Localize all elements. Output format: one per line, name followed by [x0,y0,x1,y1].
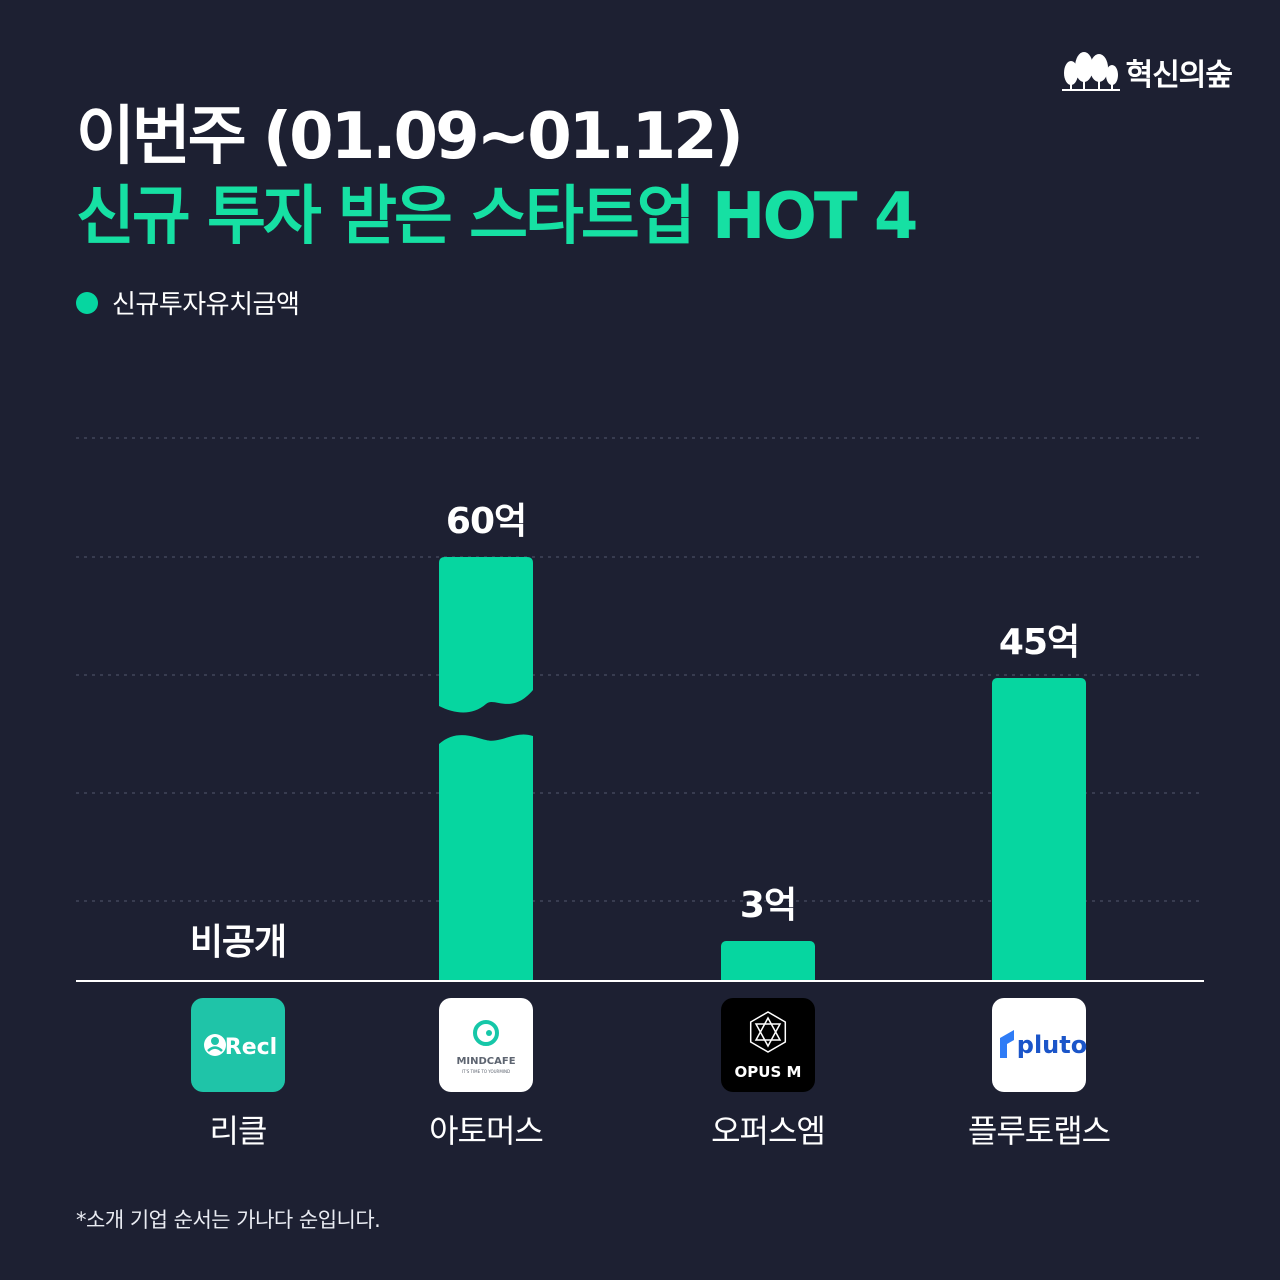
bar-아토머스-lower [439,734,533,980]
bar-플루토랩스-base [992,974,1086,980]
page-title: 이번주 (01.09~01.12) [76,100,744,174]
person-icon-head [211,1037,219,1045]
logo-플루토랩스 [992,998,1086,1092]
chart-legend: 신규투자유치금액 [76,284,300,321]
category-label: 아토머스 [429,1112,543,1150]
logo-text: MINDCAFE [456,1056,515,1067]
data-label: 60억 [446,501,526,542]
category-label: 플루토랩스 [968,1112,1110,1150]
geometric-sphere-icon-tri [754,1016,782,1041]
brand-logo: 혁신의숲 [1061,50,1233,94]
logo-text: OPUS M [735,1063,802,1081]
category-label: 오퍼스엠 [711,1112,825,1150]
bar-플루토랩스 [992,678,1086,980]
legend-label: 신규투자유치금액 [112,290,300,320]
geometric-sphere-icon [749,1011,787,1053]
logo-text: Recl [225,1035,277,1060]
bar-오퍼스엠-base [721,974,815,980]
mindcafe-icon [473,1020,499,1046]
tree-icon [1061,52,1120,91]
legend-swatch [76,291,98,314]
data-label: 3억 [740,885,796,926]
mindcafe-icon-dot [486,1030,492,1036]
logo-subtext: IT'S TIME TO YOURMIND [462,1069,510,1074]
category-label: 리클 [210,1112,267,1150]
pluto-mark-icon [1000,1030,1014,1058]
brand-name: 혁신의숲 [1125,58,1233,93]
logo-text: pluto [1017,1031,1087,1059]
page-subtitle: 신규 투자 받은 스타트업 HOT 4 [76,180,918,254]
footnote: *소개 기업 순서는 가나다 순입니다. [76,1208,381,1232]
geometric-sphere-icon-tri2 [754,1023,782,1048]
bar-아토머스-upper [439,557,533,713]
logo-리클 [191,998,285,1092]
data-label: 45억 [999,622,1079,663]
data-label: 비공개 [190,922,286,963]
bar-오퍼스엠 [721,941,815,980]
person-icon-body [207,1046,223,1052]
